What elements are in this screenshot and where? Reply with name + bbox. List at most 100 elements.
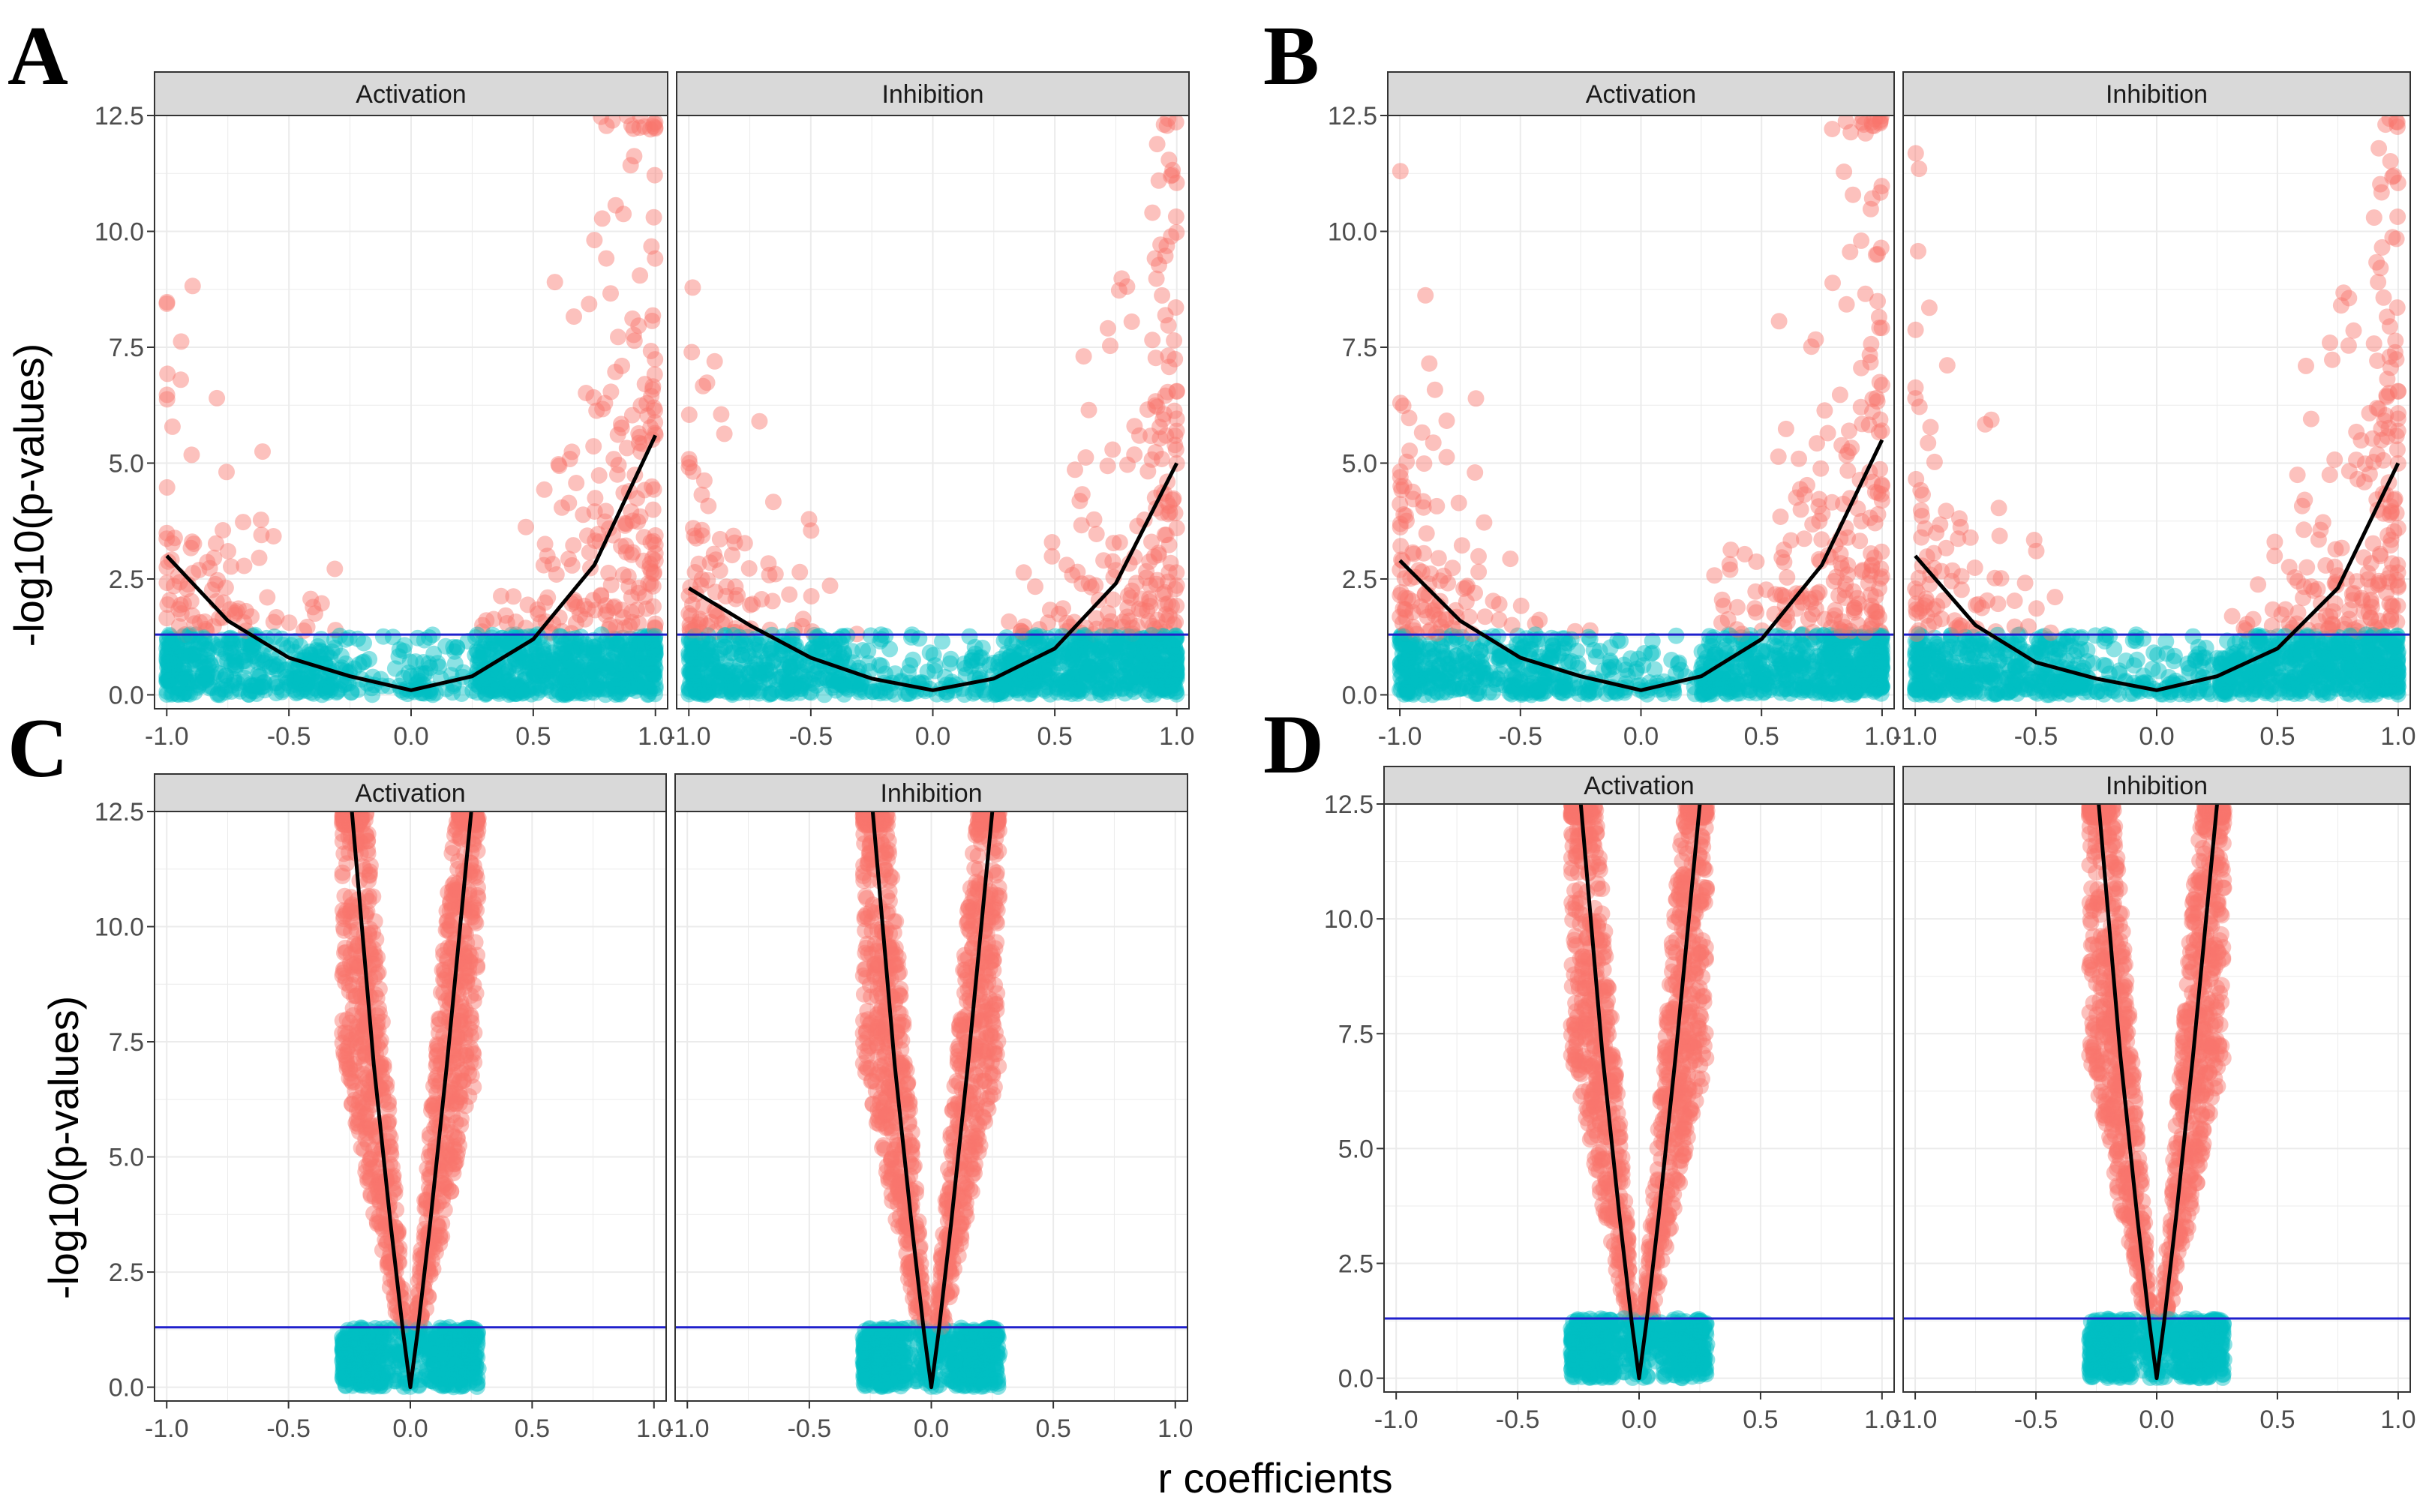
data-point — [1959, 646, 1976, 664]
data-point — [1870, 676, 1887, 694]
data-point — [1160, 536, 1178, 554]
data-point — [2363, 578, 2380, 596]
data-point — [809, 642, 826, 659]
data-point — [1079, 664, 1097, 681]
data-point — [626, 662, 644, 679]
data-point — [1873, 668, 1890, 686]
data-point — [1826, 655, 1843, 672]
data-point — [166, 656, 183, 673]
data-point — [2375, 452, 2392, 469]
data-point — [226, 670, 243, 688]
data-point — [534, 662, 551, 680]
data-point — [2259, 682, 2277, 699]
data-point — [630, 615, 647, 632]
data-point — [1864, 664, 1881, 681]
data-point — [1830, 679, 1848, 696]
data-point — [1135, 658, 1152, 676]
data-point — [641, 664, 658, 682]
data-point — [384, 628, 401, 646]
data-point — [872, 685, 889, 702]
data-point — [2340, 463, 2358, 480]
data-point — [475, 646, 492, 664]
data-point — [1751, 652, 1767, 670]
data-point — [642, 418, 659, 436]
data-point — [446, 643, 463, 660]
data-point — [1485, 684, 1502, 701]
data-point — [2313, 662, 2331, 680]
data-point — [159, 596, 176, 614]
data-point — [1810, 677, 1827, 694]
data-point — [1950, 640, 1968, 657]
data-point — [1920, 299, 1938, 316]
data-point — [1492, 665, 1509, 682]
data-point — [1136, 650, 1154, 667]
data-point — [625, 326, 642, 344]
data-point — [437, 638, 455, 655]
data-point — [188, 640, 206, 658]
data-point — [323, 643, 341, 660]
data-point — [852, 675, 869, 692]
data-point — [1911, 658, 1928, 676]
data-point — [1093, 658, 1110, 676]
data-point — [2277, 601, 2294, 618]
data-point — [2359, 571, 2376, 588]
data-point — [1907, 633, 1924, 650]
data-point — [1867, 645, 1884, 662]
data-point — [1920, 678, 1937, 695]
data-point — [1779, 642, 1796, 659]
data-point — [1698, 649, 1716, 666]
data-point — [1867, 246, 1884, 263]
data-point — [268, 661, 285, 678]
data-point — [794, 617, 811, 634]
data-point — [1073, 575, 1091, 592]
data-point — [1393, 482, 1410, 499]
data-point — [2388, 680, 2406, 697]
data-point — [1161, 682, 1178, 699]
data-point — [2326, 558, 2343, 575]
data-point — [2215, 675, 2232, 692]
data-point — [2250, 576, 2267, 593]
data-point — [175, 596, 192, 613]
data-point — [1863, 644, 1881, 661]
data-point — [2022, 674, 2040, 691]
data-point — [322, 682, 339, 699]
data-point — [206, 549, 223, 566]
data-point — [1506, 669, 1524, 686]
data-point — [623, 406, 641, 424]
data-point — [836, 645, 853, 662]
data-point — [691, 675, 708, 692]
data-point — [2304, 685, 2322, 702]
data-point — [639, 686, 656, 704]
data-point — [575, 658, 592, 675]
data-point — [2283, 644, 2301, 661]
data-point — [618, 440, 635, 457]
data-point — [1439, 656, 1456, 673]
data-point — [2018, 680, 2035, 698]
data-point — [2363, 598, 2380, 616]
data-point — [1137, 633, 1154, 650]
data-point — [1851, 651, 1868, 668]
data-point — [1395, 600, 1412, 617]
data-point — [1872, 184, 1889, 201]
data-point — [1706, 567, 1723, 584]
data-point — [1400, 663, 1417, 680]
data-point — [2333, 539, 2350, 556]
data-point — [2295, 521, 2313, 538]
data-point — [1016, 664, 1034, 681]
data-point — [1731, 675, 1748, 692]
data-point — [635, 634, 653, 651]
data-point — [518, 653, 535, 670]
data-point — [848, 676, 865, 694]
data-point — [1838, 666, 1855, 683]
data-point — [170, 686, 188, 704]
data-point — [235, 652, 251, 670]
data-point — [1424, 686, 1441, 704]
data-point — [2381, 385, 2397, 401]
data-point — [749, 665, 766, 682]
data-point — [1914, 674, 1932, 692]
data-point — [1830, 684, 1848, 700]
data-point — [871, 682, 888, 700]
data-point — [2368, 654, 2385, 671]
data-point — [1091, 656, 1108, 674]
data-point — [1132, 590, 1149, 608]
